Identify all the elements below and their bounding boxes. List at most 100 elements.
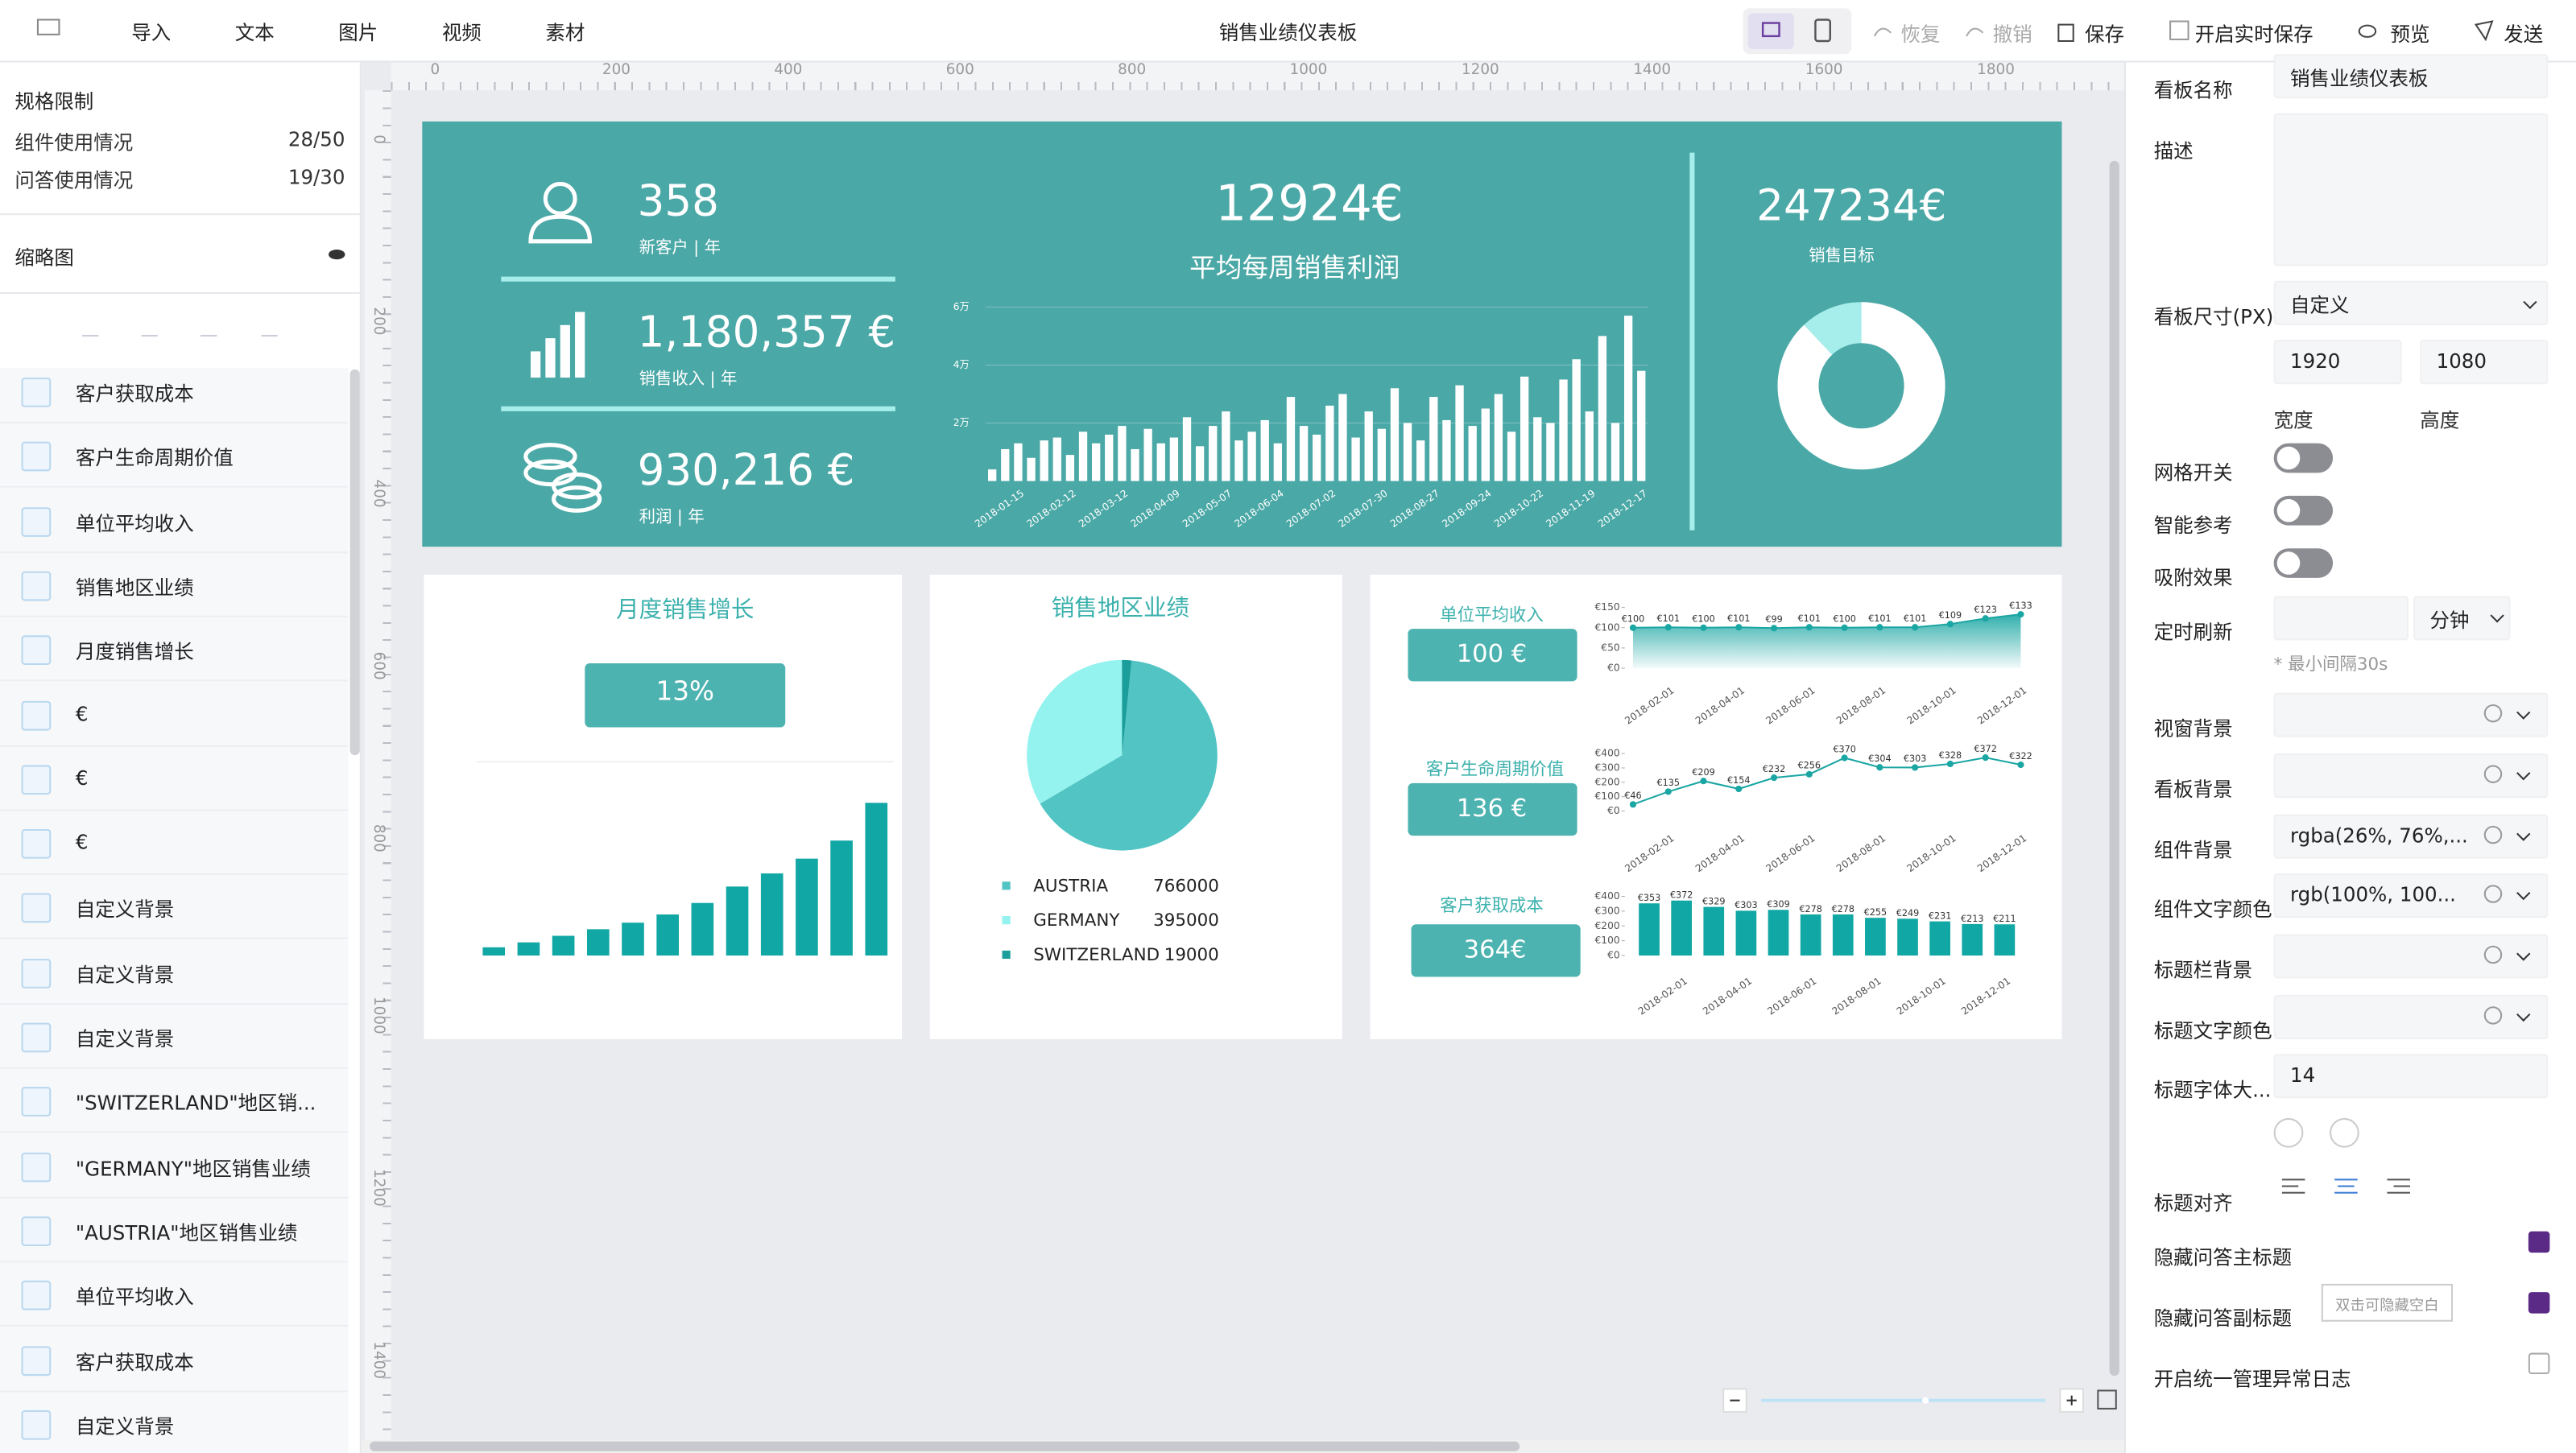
menu-item[interactable]: 文本	[234, 21, 275, 45]
field-label: 隐藏问答副标题	[2153, 1306, 2293, 1330]
select[interactable]: 分钟	[2413, 596, 2511, 641]
input[interactable]: rgb(100%, 100...	[2273, 873, 2549, 918]
align-button[interactable]	[2281, 1178, 2305, 1198]
input[interactable]: 1080	[2420, 340, 2549, 385]
align-button[interactable]	[2334, 1178, 2358, 1198]
align-button[interactable]	[2387, 1178, 2410, 1198]
input[interactable]	[2273, 753, 2549, 798]
select[interactable]: 自定义	[2273, 280, 2549, 325]
menu-item[interactable]: 素材	[545, 21, 585, 45]
toolbar-action[interactable]: 撤销	[1992, 23, 2032, 47]
v-scrollbar[interactable]	[349, 369, 360, 756]
menu-item[interactable]: 导入	[131, 21, 172, 45]
layer-name[interactable]: "AUSTRIA"地区销售业绩	[75, 1221, 298, 1245]
layer-name[interactable]: 客户获取成本	[75, 1350, 194, 1374]
color-swatch[interactable]	[2483, 885, 2503, 904]
layer-icon[interactable]	[21, 958, 52, 989]
toggle[interactable]	[2273, 495, 2334, 526]
layer-name[interactable]: 自定义背景	[75, 1414, 175, 1439]
layer-icon[interactable]	[21, 506, 52, 537]
bar	[1131, 448, 1139, 481]
zoom-in[interactable]	[2059, 1388, 2084, 1413]
input-value: rgba(26%, 76%,...	[2290, 824, 2468, 847]
layer-icon[interactable]	[21, 700, 52, 730]
input[interactable]	[2273, 692, 2549, 737]
toolbar-action[interactable]: 恢复	[1900, 23, 1941, 47]
h-scrollbar[interactable]	[361, 1439, 2124, 1453]
scroll-thumb[interactable]	[370, 1441, 1520, 1451]
toggle[interactable]	[2273, 443, 2334, 473]
toggle[interactable]	[2273, 548, 2334, 578]
app-icon[interactable]	[36, 18, 63, 41]
toolbar-action[interactable]: 发送	[2504, 23, 2544, 47]
input[interactable]: 销售业绩仪表板	[2273, 54, 2549, 99]
desktop-icon[interactable]	[1747, 11, 1796, 51]
layer-name[interactable]: €	[75, 831, 89, 854]
layer-icon[interactable]	[21, 894, 52, 923]
toolbar-action[interactable]: 开启实时保存	[2194, 23, 2313, 47]
layer-icon[interactable]	[21, 442, 52, 472]
menu-item[interactable]: 图片	[338, 21, 378, 45]
layer-icon[interactable]	[21, 1345, 52, 1376]
color-swatch[interactable]	[2483, 1006, 2503, 1025]
card	[424, 574, 903, 1040]
layer-name[interactable]: 单位平均收入	[75, 1286, 194, 1309]
input[interactable]	[2273, 113, 2549, 266]
layer-icon[interactable]	[21, 1151, 52, 1182]
layer-name[interactable]: 自定义背景	[75, 898, 175, 922]
layer-name[interactable]: "GERMANY"地区销售业绩	[75, 1157, 311, 1180]
checkbox[interactable]	[2528, 1231, 2550, 1253]
fit-icon[interactable]	[2097, 1389, 2117, 1410]
input[interactable]: rgba(26%, 76%,...	[2273, 813, 2549, 858]
color-swatch[interactable]	[2483, 704, 2503, 723]
input[interactable]: 1920	[2273, 340, 2402, 385]
bold-button[interactable]	[2273, 1117, 2304, 1148]
layer-name[interactable]: 销售地区业绩	[75, 576, 194, 600]
coins-icon	[523, 443, 602, 513]
menu-item[interactable]: 视频	[441, 21, 482, 45]
bar	[830, 840, 853, 956]
layer-name[interactable]: "SWITZERLAND"地区销...	[75, 1092, 316, 1116]
layer-icon[interactable]	[21, 1410, 52, 1440]
order-icon[interactable]	[82, 320, 99, 337]
layer-icon[interactable]	[21, 378, 52, 407]
save-icon	[2057, 23, 2074, 43]
layer-icon[interactable]	[21, 764, 52, 795]
order-icon[interactable]	[141, 320, 158, 337]
layer-name[interactable]: 月度销售增长	[75, 640, 194, 664]
layer-name[interactable]: €	[75, 701, 89, 725]
layer-icon[interactable]	[21, 1087, 52, 1117]
mobile-icon[interactable]	[1812, 18, 1835, 44]
layer-icon[interactable]	[21, 635, 52, 666]
v-scrollbar[interactable]	[2109, 160, 2119, 1377]
toolbar-action[interactable]: 保存	[2085, 23, 2125, 47]
layer-name[interactable]: 客户获取成本	[75, 382, 194, 406]
color-swatch[interactable]	[2483, 946, 2503, 964]
layer-name[interactable]: €	[75, 766, 89, 790]
color-swatch[interactable]	[2483, 764, 2503, 783]
order-icon[interactable]	[200, 320, 217, 337]
toolbar-action[interactable]: 预览	[2390, 23, 2430, 47]
layer-icon[interactable]	[21, 571, 52, 601]
layer-icon[interactable]	[21, 1281, 52, 1311]
zoom-knob[interactable]	[1922, 1397, 1929, 1404]
layer-icon[interactable]	[21, 829, 52, 859]
italic-button[interactable]	[2330, 1117, 2359, 1148]
layer-name[interactable]: 单位平均收入	[75, 511, 194, 535]
input[interactable]	[2273, 596, 2409, 641]
layer-name[interactable]: 客户生命周期价值	[75, 447, 234, 470]
layer-name[interactable]: 自定义背景	[75, 963, 175, 987]
checkbox[interactable]	[2528, 1352, 2550, 1375]
order-icon[interactable]	[261, 320, 278, 337]
eye-icon[interactable]	[329, 250, 345, 260]
legend-value: 19000	[1164, 945, 1219, 965]
input[interactable]	[2273, 994, 2549, 1040]
input[interactable]	[2273, 934, 2549, 979]
layer-name[interactable]: 自定义背景	[75, 1027, 175, 1051]
color-swatch[interactable]	[2483, 825, 2503, 844]
layer-icon[interactable]	[21, 1022, 52, 1053]
checkbox[interactable]	[2528, 1292, 2550, 1314]
layer-icon[interactable]	[21, 1216, 52, 1246]
input[interactable]: 14	[2273, 1054, 2549, 1099]
field-label: 组件背景	[2153, 838, 2233, 861]
